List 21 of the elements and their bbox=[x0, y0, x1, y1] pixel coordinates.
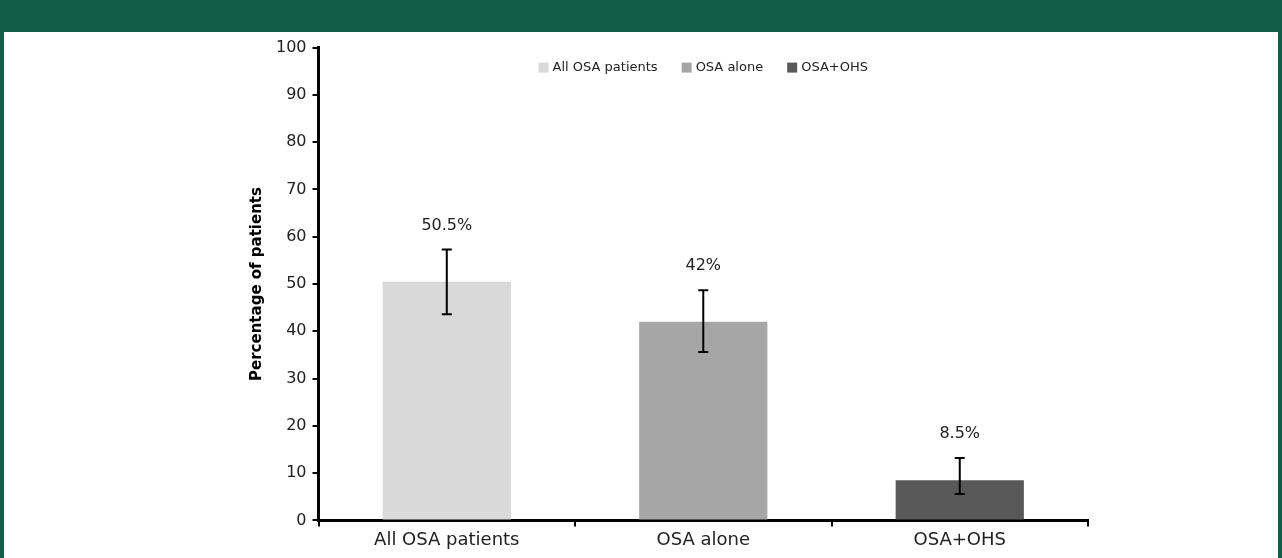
y-tick-label: 40 bbox=[286, 320, 307, 340]
y-axis-title: Percentage of patients bbox=[246, 186, 265, 381]
data-label: 42% bbox=[685, 255, 722, 275]
legend-label: OSA alone bbox=[695, 58, 764, 74]
y-tick-label: 0 bbox=[296, 509, 307, 529]
y-tick-label: 90 bbox=[286, 84, 307, 104]
data-label: 8.5% bbox=[939, 423, 981, 443]
y-tick-label: 50 bbox=[286, 273, 307, 293]
y-tick-label: 100 bbox=[275, 36, 307, 56]
x-tick-label: All OSA patients bbox=[374, 527, 520, 549]
x-tick-label: OSA alone bbox=[656, 527, 751, 549]
y-tick-label: 80 bbox=[286, 131, 307, 151]
legend-label: OSA+OHS bbox=[801, 58, 868, 74]
data-label: 50.5% bbox=[421, 214, 473, 234]
y-tick-label: 60 bbox=[286, 225, 307, 245]
legend-label: All OSA patients bbox=[552, 58, 658, 74]
y-tick-label: 30 bbox=[286, 367, 307, 387]
y-tick-label: 20 bbox=[286, 415, 307, 434]
y-tick-label: 70 bbox=[286, 178, 307, 198]
x-tick-label: OSA+OHS bbox=[913, 527, 1006, 549]
y-tick-label: 10 bbox=[286, 462, 307, 482]
